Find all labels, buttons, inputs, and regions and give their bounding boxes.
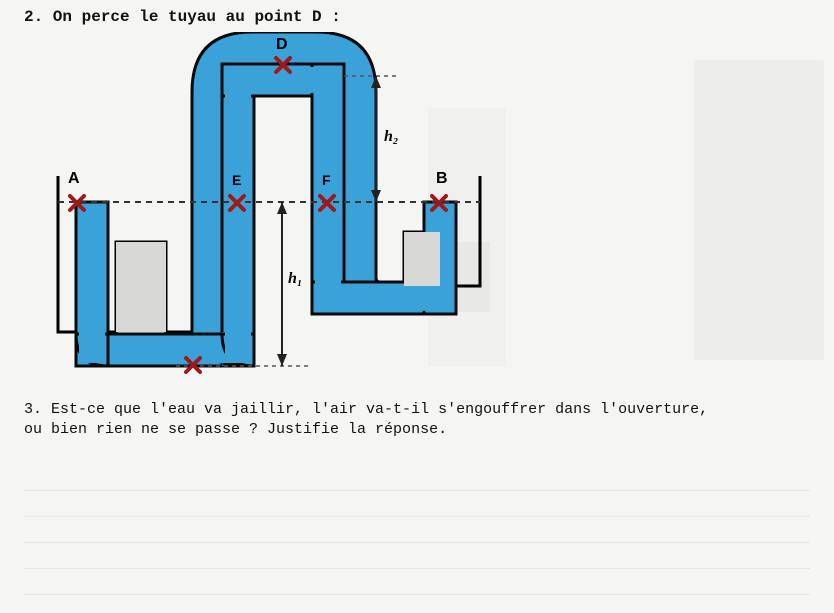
question-3-text-content: 3. Est-ce que l'eau va jaillir, l'air va…: [24, 401, 708, 438]
label-D: D: [276, 36, 288, 54]
answer-line: [24, 465, 810, 491]
label-B: B: [436, 170, 448, 188]
answer-line: [24, 517, 810, 543]
label-A: A: [68, 170, 80, 188]
question-2-heading: 2. On perce le tuyau au point D :: [24, 8, 810, 26]
label-F: F: [322, 172, 331, 188]
answer-line: [24, 543, 810, 569]
answer-line: [24, 491, 810, 517]
answer-area: [24, 465, 810, 595]
answer-line: [24, 569, 810, 595]
question-3-text: 3. Est-ce que l'eau va jaillir, l'air va…: [24, 400, 810, 441]
label-h1: h₁: [288, 270, 302, 288]
label-h2: h₂: [384, 128, 398, 146]
ghost-bleed: [694, 60, 824, 360]
label-E: E: [232, 172, 241, 188]
pipe-diagram: A B D E F h₁ h₂: [36, 32, 506, 392]
